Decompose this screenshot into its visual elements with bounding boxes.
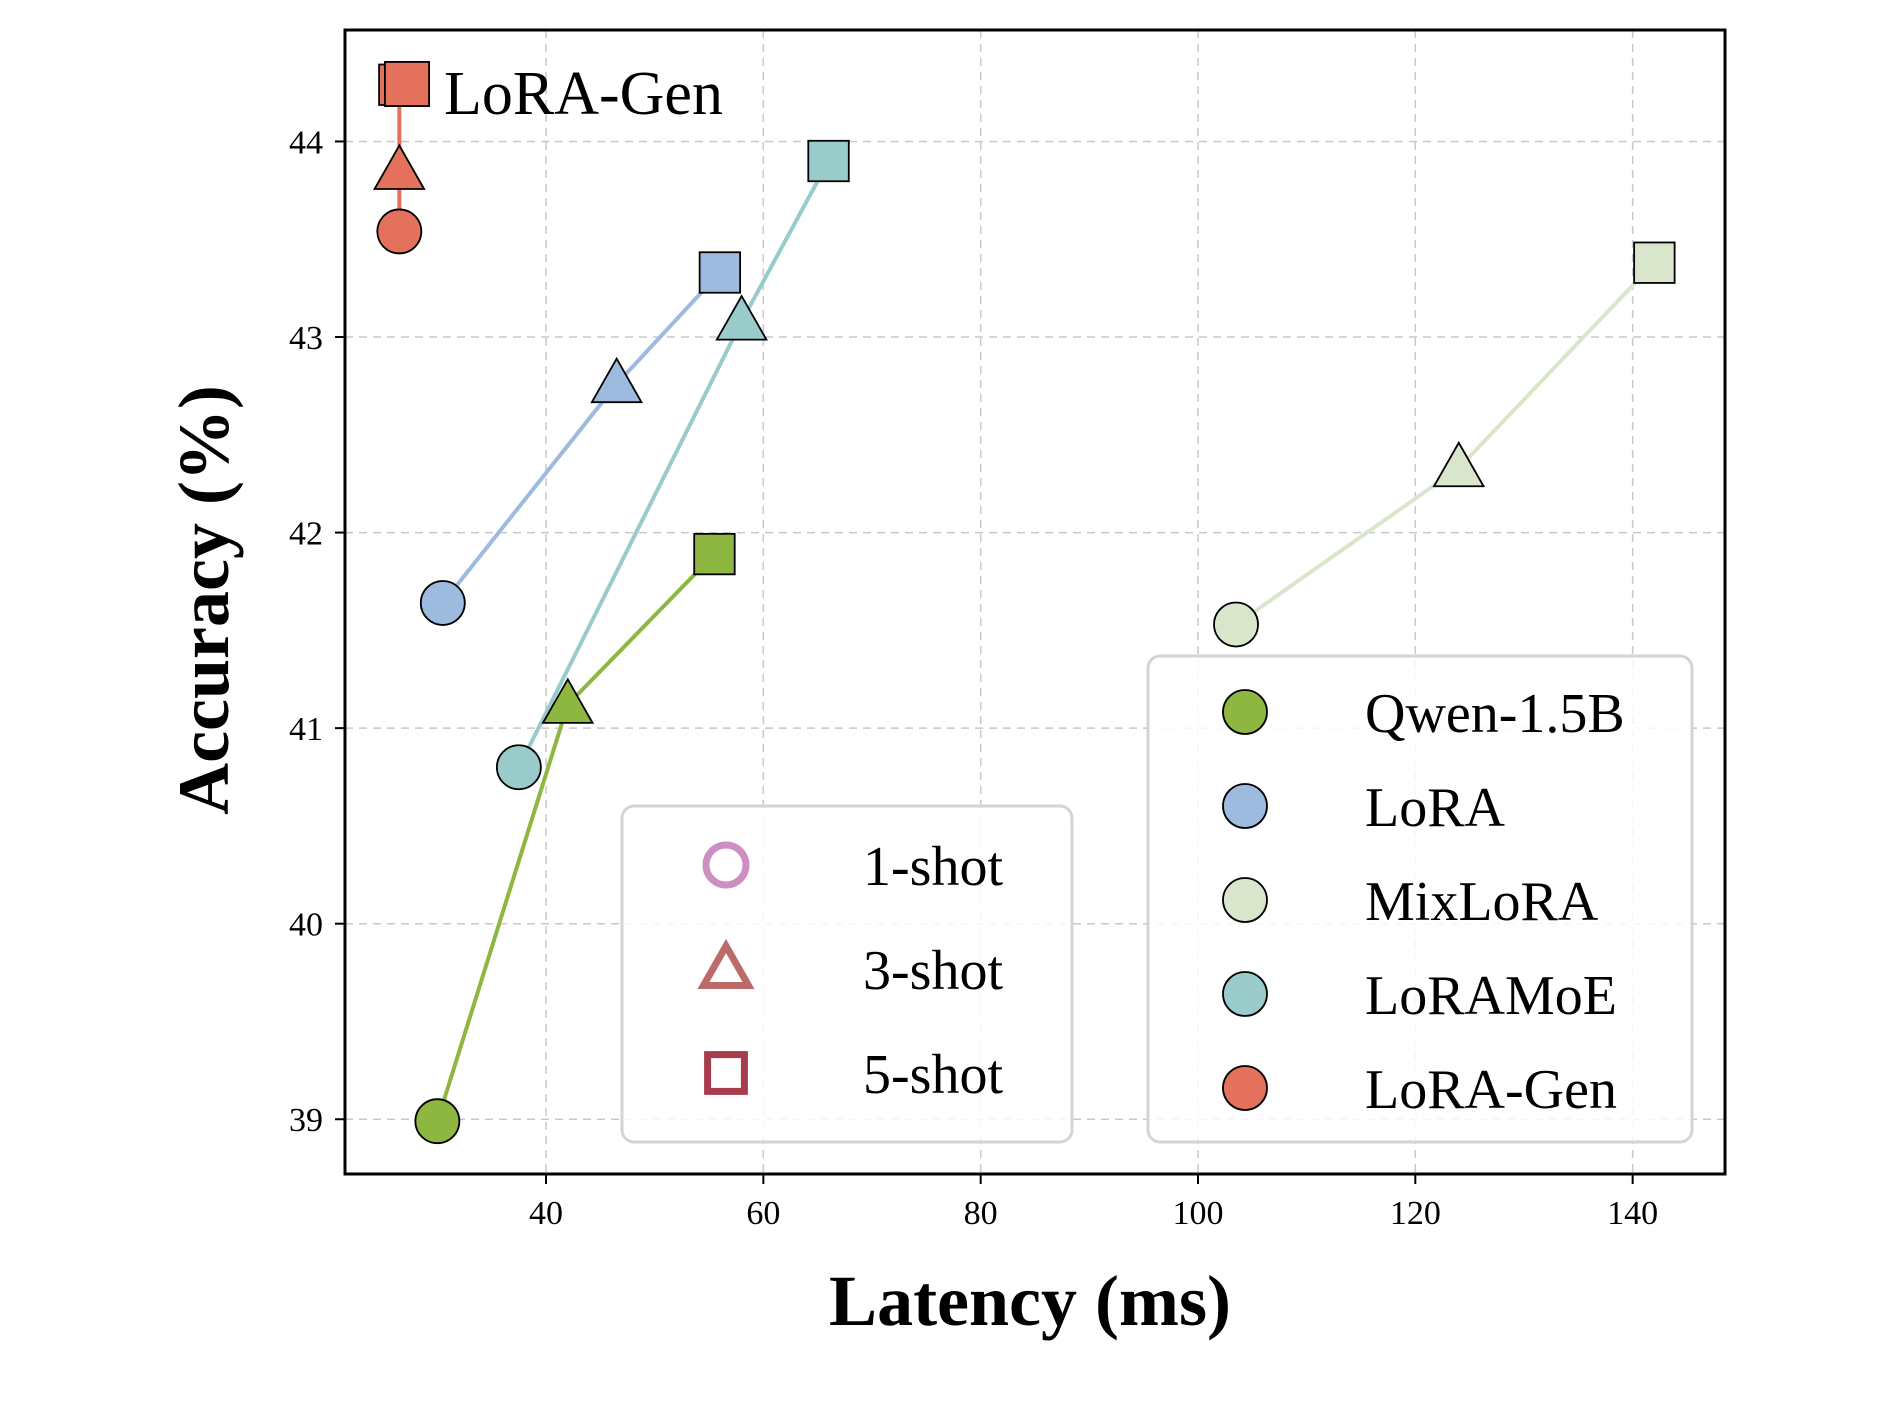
method-legend-marker-mixlora bbox=[1222, 877, 1268, 923]
method-legend-marker-lora-gen bbox=[1222, 1065, 1268, 1111]
shot-legend-marker-5-shot bbox=[704, 1051, 748, 1095]
mixlora-series-line bbox=[1234, 261, 1656, 627]
shot-legend-label: 5-shot bbox=[863, 1044, 1003, 1106]
method-legend-frame bbox=[1146, 654, 1694, 1144]
qwen-1-5b-1-shot-point bbox=[414, 1098, 461, 1145]
lora-series-line bbox=[441, 271, 722, 605]
method-legend-marker-qwen-1-5b bbox=[1222, 689, 1268, 735]
qwen-1-5b-5-shot-point bbox=[693, 532, 736, 576]
method-legend-label: MixLoRA bbox=[1365, 871, 1599, 933]
lora-1-shot-point bbox=[419, 580, 466, 626]
x-axis-title: Latency (ms) bbox=[829, 1261, 1231, 1341]
lora-5-shot-point bbox=[698, 251, 742, 294]
method-legend-label: LoRAMoE bbox=[1365, 965, 1617, 1027]
lora-gen-annotation: LoRA-Gen bbox=[444, 60, 723, 128]
method-legend: Qwen-1.5B LoRA MixLoRA LoRAMoE LoRA-Gen bbox=[1146, 654, 1694, 1144]
plot-frame bbox=[343, 28, 1727, 1176]
loramoe-series-line bbox=[517, 160, 831, 769]
lora-gen-annotation-marker bbox=[384, 61, 430, 107]
loramoe-3-shot-point bbox=[715, 294, 768, 341]
y-tick-label: 40 bbox=[289, 907, 323, 944]
mixlora-3-shot-point bbox=[1432, 440, 1486, 488]
method-legend-label: LoRA bbox=[1365, 777, 1506, 839]
x-tick-label: 140 bbox=[1607, 1195, 1658, 1232]
x-tick-label: 100 bbox=[1172, 1195, 1223, 1232]
shot-legend-frame bbox=[620, 804, 1074, 1144]
axis-ticks: 40 60 80 100 120 140 39 40 41 42 43 44 bbox=[289, 124, 1658, 1232]
shot-legend-label: 3-shot bbox=[863, 940, 1003, 1002]
x-tick-label: 40 bbox=[529, 1195, 563, 1232]
loramoe-1-shot-point bbox=[495, 744, 542, 791]
method-legend-label: LoRA-Gen bbox=[1365, 1059, 1617, 1121]
x-tick-label: 80 bbox=[964, 1195, 998, 1232]
y-tick-label: 39 bbox=[289, 1102, 323, 1139]
x-tick-label: 120 bbox=[1390, 1195, 1441, 1232]
y-tick-label: 41 bbox=[289, 711, 323, 748]
shot-legend: 1-shot 3-shot 5-shot bbox=[620, 804, 1074, 1144]
y-tick-label: 43 bbox=[289, 320, 323, 357]
lora-3-shot-point bbox=[590, 356, 643, 404]
shot-legend-marker-1-shot bbox=[702, 841, 750, 889]
lora-gen-1-shot-point bbox=[376, 208, 423, 255]
mixlora-1-shot-point bbox=[1213, 601, 1259, 648]
method-legend-label: Qwen-1.5B bbox=[1365, 683, 1625, 745]
method-legend-marker-lora bbox=[1222, 783, 1268, 829]
qwen-1-5b-3-shot-point bbox=[541, 677, 595, 724]
data-points bbox=[372, 61, 1676, 1145]
mixlora-5-shot-point bbox=[1633, 241, 1676, 284]
y-axis-title: Accuracy (%) bbox=[164, 385, 244, 815]
shot-legend-label: 1-shot bbox=[863, 836, 1003, 898]
y-tick-label: 42 bbox=[289, 516, 323, 553]
shot-legend-marker-3-shot bbox=[697, 938, 755, 990]
loramoe-5-shot-point bbox=[807, 139, 850, 183]
method-legend-marker-loramoe bbox=[1222, 971, 1268, 1017]
lora-gen-3-shot-point bbox=[372, 143, 426, 190]
x-tick-label: 60 bbox=[746, 1195, 780, 1232]
y-tick-label: 44 bbox=[289, 124, 323, 161]
